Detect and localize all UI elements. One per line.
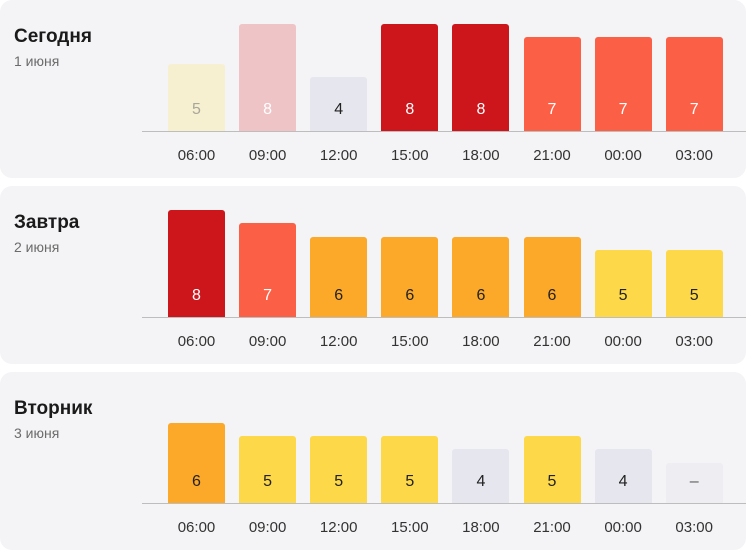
uv-bar[interactable] bbox=[239, 23, 297, 131]
uv-bar[interactable] bbox=[168, 64, 225, 131]
uv-bar[interactable] bbox=[168, 422, 225, 503]
time-tick-label: 15:00 bbox=[391, 147, 429, 164]
uv-value-label: 7 bbox=[689, 101, 699, 118]
time-tick-label: 06:00 bbox=[177, 333, 216, 350]
uv-value-label: 6 bbox=[476, 287, 486, 304]
uv-bar[interactable] bbox=[452, 449, 510, 503]
uv-value-label: 5 bbox=[689, 287, 699, 304]
uv-value-label: – bbox=[689, 473, 699, 490]
day-title: Вторник bbox=[14, 398, 93, 419]
time-tick-label: 09:00 bbox=[248, 333, 287, 350]
time-tick-label: 18:00 bbox=[462, 333, 500, 350]
time-tick-label: 21:00 bbox=[533, 333, 571, 350]
uv-value-label: 5 bbox=[192, 101, 201, 118]
uv-value-label: 5 bbox=[547, 473, 557, 490]
uv-bar[interactable] bbox=[381, 436, 439, 503]
uv-value-label: 7 bbox=[263, 287, 273, 304]
uv-bar[interactable] bbox=[665, 462, 723, 503]
time-tick-label: 09:00 bbox=[248, 147, 287, 164]
uv-value-label: 8 bbox=[192, 287, 201, 304]
uv-bar[interactable] bbox=[665, 37, 723, 131]
day-card: Завтра 2 июня 8 06:00 7 09:00 6 12:00 6 15:00 6 18:… bbox=[0, 186, 746, 364]
uv-value-label: 8 bbox=[263, 101, 273, 118]
uv-bar[interactable] bbox=[381, 236, 439, 317]
time-tick-label: 03:00 bbox=[675, 147, 713, 164]
uv-bar[interactable] bbox=[594, 37, 652, 131]
time-tick-label: 09:00 bbox=[248, 519, 287, 536]
time-tick-label: 18:00 bbox=[462, 147, 500, 164]
time-tick-label: 03:00 bbox=[675, 519, 713, 536]
uv-value-label: 4 bbox=[476, 473, 486, 490]
uv-value-label: 5 bbox=[263, 473, 273, 490]
time-tick-label: 00:00 bbox=[604, 147, 642, 164]
day-card: Вторник 3 июня 6 06:00 5 09:00 5 12:00 5 15:00 4 18… bbox=[0, 372, 746, 550]
day-title: Завтра bbox=[14, 212, 80, 233]
uv-value-label: 6 bbox=[192, 473, 201, 490]
uv-bar[interactable] bbox=[239, 223, 297, 317]
uv-bar[interactable] bbox=[310, 77, 368, 131]
time-tick-label: 00:00 bbox=[604, 333, 642, 350]
day-date: 2 июня bbox=[14, 239, 60, 255]
uv-value-label: 6 bbox=[547, 287, 557, 304]
time-tick-label: 06:00 bbox=[177, 519, 216, 536]
uv-value-label: 5 bbox=[405, 473, 415, 490]
uv-value-label: 6 bbox=[334, 287, 344, 304]
time-tick-label: 12:00 bbox=[319, 147, 358, 164]
uv-bar[interactable] bbox=[523, 37, 581, 131]
chart-baseline bbox=[142, 131, 746, 132]
time-tick-label: 21:00 bbox=[533, 147, 571, 164]
uv-bar[interactable] bbox=[310, 236, 368, 317]
time-tick-label: 21:00 bbox=[533, 519, 571, 536]
uv-value-label: 4 bbox=[334, 101, 344, 118]
uv-bar[interactable] bbox=[523, 436, 581, 503]
time-tick-label: 03:00 bbox=[675, 333, 713, 350]
day-date: 1 июня bbox=[14, 53, 60, 69]
uv-value-label: 7 bbox=[547, 101, 557, 118]
chart-baseline bbox=[142, 503, 746, 504]
uv-bar[interactable] bbox=[594, 449, 652, 503]
uv-value-label: 7 bbox=[618, 101, 628, 118]
uv-value-label: 6 bbox=[405, 287, 415, 304]
day-date: 3 июня bbox=[14, 425, 60, 441]
day-title: Сегодня bbox=[14, 26, 92, 47]
chart-baseline bbox=[142, 317, 746, 318]
time-tick-label: 06:00 bbox=[177, 147, 216, 164]
uv-bar[interactable] bbox=[452, 23, 510, 131]
uv-bar[interactable] bbox=[594, 250, 652, 317]
uv-value-label: 8 bbox=[476, 101, 486, 118]
uv-bar[interactable] bbox=[381, 23, 439, 131]
time-tick-label: 12:00 bbox=[319, 333, 358, 350]
uv-bar[interactable] bbox=[310, 436, 368, 503]
time-tick-label: 15:00 bbox=[391, 519, 429, 536]
time-tick-label: 12:00 bbox=[319, 519, 358, 536]
time-tick-label: 18:00 bbox=[462, 519, 500, 536]
uv-value-label: 4 bbox=[618, 473, 628, 490]
uv-bar[interactable] bbox=[665, 250, 723, 317]
uv-value-label: 5 bbox=[334, 473, 344, 490]
uv-bar[interactable] bbox=[239, 436, 297, 503]
uv-bar[interactable] bbox=[168, 209, 225, 317]
day-card: Сегодня 1 июня 5 06:00 8 09:00 4 12:00 8 15:00 8 18… bbox=[0, 0, 746, 178]
time-tick-label: 00:00 bbox=[604, 519, 642, 536]
uv-value-label: 5 bbox=[618, 287, 628, 304]
uv-value-label: 8 bbox=[405, 101, 415, 118]
uv-bar[interactable] bbox=[452, 236, 510, 317]
uv-bar[interactable] bbox=[523, 236, 581, 317]
time-tick-label: 15:00 bbox=[391, 333, 429, 350]
